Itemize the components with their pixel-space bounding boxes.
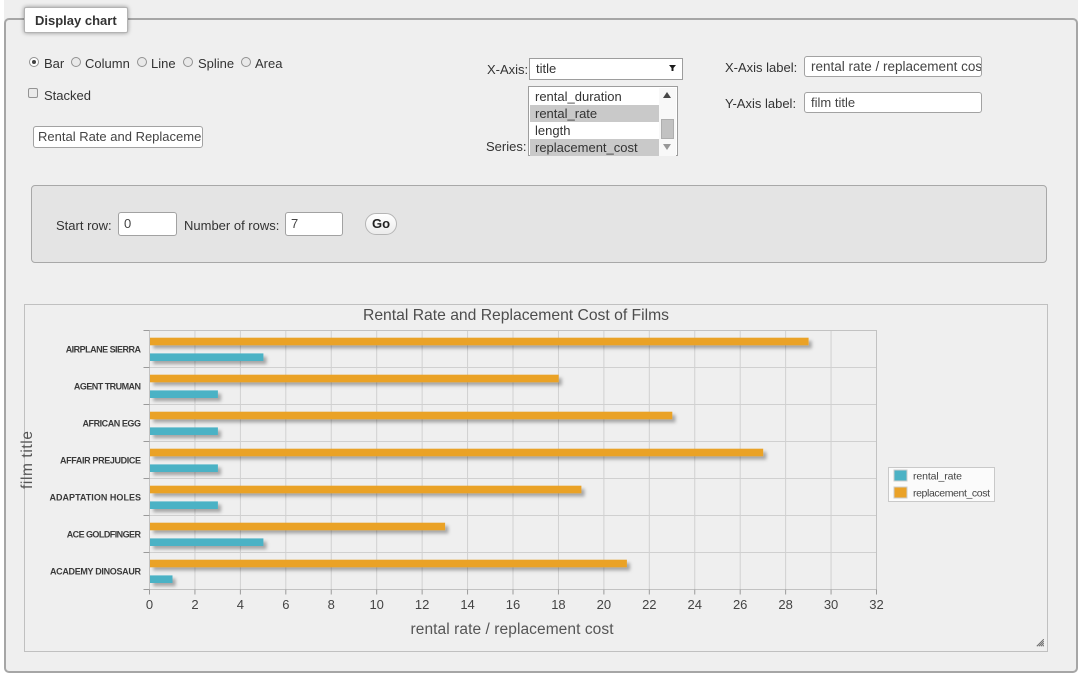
- svg-text:rental rate / replacement cost: rental rate / replacement cost: [411, 621, 615, 638]
- svg-text:26: 26: [733, 597, 747, 612]
- svg-text:10: 10: [369, 597, 383, 612]
- svg-text:AFRICAN EGG: AFRICAN EGG: [83, 419, 142, 429]
- svg-text:ACE GOLDFINGER: ACE GOLDFINGER: [67, 530, 142, 540]
- svg-text:replacement_cost: replacement_cost: [913, 488, 990, 500]
- svg-text:30: 30: [824, 597, 838, 612]
- svg-text:2: 2: [191, 597, 198, 612]
- svg-text:rental_rate: rental_rate: [913, 471, 962, 483]
- svg-text:8: 8: [328, 597, 335, 612]
- svg-text:AGENT TRUMAN: AGENT TRUMAN: [74, 382, 141, 392]
- svg-text:ADAPTATION HOLES: ADAPTATION HOLES: [50, 493, 142, 503]
- svg-text:ACADEMY DINOSAUR: ACADEMY DINOSAUR: [50, 567, 142, 577]
- svg-text:AIRPLANE SIERRA: AIRPLANE SIERRA: [66, 345, 142, 355]
- svg-text:18: 18: [551, 597, 565, 612]
- svg-text:Rental Rate and Replacement Co: Rental Rate and Replacement Cost of Film…: [363, 307, 669, 324]
- svg-text:28: 28: [778, 597, 792, 612]
- svg-text:24: 24: [688, 597, 702, 612]
- svg-text:32: 32: [869, 597, 883, 612]
- svg-text:6: 6: [282, 597, 289, 612]
- svg-text:20: 20: [597, 597, 611, 612]
- svg-text:14: 14: [460, 597, 474, 612]
- svg-text:16: 16: [506, 597, 520, 612]
- svg-text:0: 0: [146, 597, 153, 612]
- svg-text:22: 22: [642, 597, 656, 612]
- svg-text:AFFAIR PREJUDICE: AFFAIR PREJUDICE: [60, 456, 141, 466]
- svg-text:4: 4: [237, 597, 244, 612]
- svg-text:film title: film title: [19, 431, 36, 489]
- svg-text:12: 12: [415, 597, 429, 612]
